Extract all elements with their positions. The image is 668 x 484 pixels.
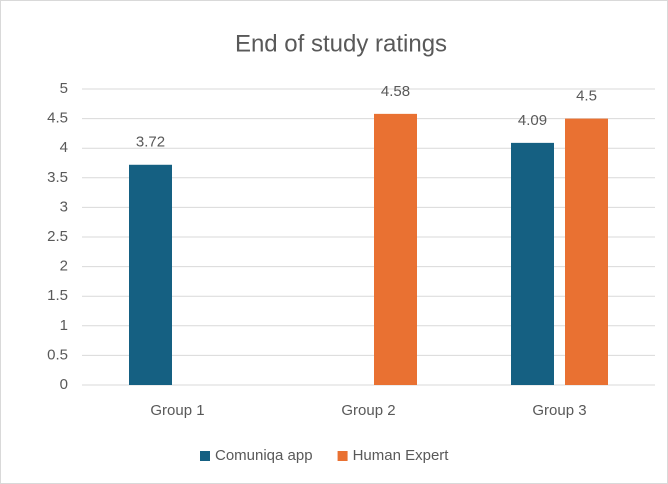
y-tick-label: 0: [60, 376, 68, 393]
bar: [374, 113, 417, 385]
data-label: 4.5: [576, 88, 597, 105]
data-label: 4.58: [381, 83, 410, 100]
y-tick-label: 1: [60, 317, 68, 334]
chart-title: End of study ratings: [235, 30, 447, 57]
legend-swatch: [200, 451, 210, 461]
y-tick-label: 5: [60, 80, 68, 97]
bar: [129, 164, 172, 385]
data-label: 3.72: [136, 134, 165, 151]
y-tick-label: 1.5: [47, 287, 68, 304]
legend-label: Comuniqa app: [215, 447, 313, 464]
y-tick-label: 2.5: [47, 228, 68, 245]
y-tick-label: 3.5: [47, 169, 68, 186]
bar: [565, 118, 608, 385]
bar: [511, 142, 554, 385]
x-tick-label: Group 1: [150, 402, 204, 419]
y-tick-label: 4: [60, 139, 68, 156]
y-tick-label: 4.5: [47, 110, 68, 127]
y-tick-label: 2: [60, 258, 68, 275]
data-label: 4.09: [518, 112, 547, 129]
y-tick-label: 0.5: [47, 346, 68, 363]
x-tick-label: Group 2: [341, 402, 395, 419]
x-tick-label: Group 3: [532, 402, 586, 419]
y-tick-label: 3: [60, 198, 68, 215]
legend-swatch: [337, 451, 348, 461]
legend-label: Human Expert: [353, 447, 450, 464]
